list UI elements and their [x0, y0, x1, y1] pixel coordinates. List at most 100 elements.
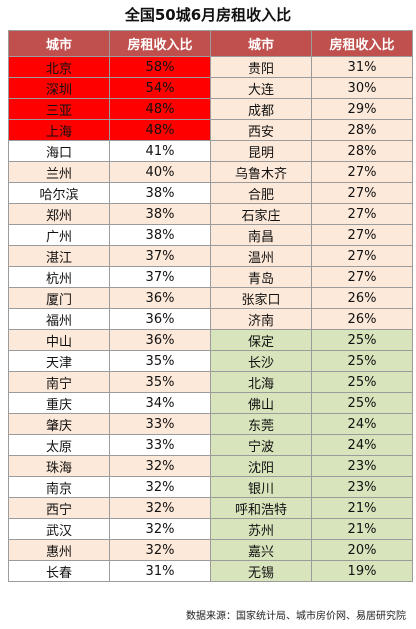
- ratio-cell: 48%: [109, 98, 211, 120]
- city-cell: 张家口: [210, 287, 312, 309]
- ratio-cell: 41%: [109, 140, 211, 162]
- header-ratio-left: 房租收入比: [109, 30, 211, 57]
- city-cell: 广州: [8, 224, 110, 246]
- table-row: 深圳 54% 大连 30%: [8, 77, 413, 99]
- city-cell: 无锡: [210, 560, 312, 582]
- city-cell: 大连: [210, 77, 312, 99]
- ratio-cell: 24%: [311, 413, 413, 435]
- table-body: 北京 58% 贵阳 31% 深圳 54% 大连 30% 三亚 48% 成都 29% 上海 48% 西安 28%…: [8, 56, 413, 582]
- city-cell: 贵阳: [210, 56, 312, 78]
- ratio-cell: 32%: [109, 497, 211, 519]
- ratio-cell: 24%: [311, 434, 413, 456]
- table-row: 西宁 32% 呼和浩特 21%: [8, 497, 413, 519]
- city-cell: 福州: [8, 308, 110, 330]
- table-row: 厦门 36% 张家口 26%: [8, 287, 413, 309]
- table-row: 广州 38% 南昌 27%: [8, 224, 413, 246]
- city-cell: 沈阳: [210, 455, 312, 477]
- table-row: 南京 32% 银川 23%: [8, 476, 413, 498]
- source-note: 数据来源：国家统计局、城市房价网、易居研究院: [186, 611, 406, 622]
- city-cell: 厦门: [8, 287, 110, 309]
- city-cell: 上海: [8, 119, 110, 141]
- city-cell: 石家庄: [210, 203, 312, 225]
- header-row: 城市 房租收入比 城市 房租收入比: [8, 30, 413, 57]
- ratio-cell: 19%: [311, 560, 413, 582]
- table-row: 海口 41% 昆明 28%: [8, 140, 413, 162]
- ratio-cell: 40%: [109, 161, 211, 183]
- ratio-cell: 27%: [311, 245, 413, 267]
- ratio-cell: 25%: [311, 329, 413, 351]
- city-cell: 北京: [8, 56, 110, 78]
- city-cell: 苏州: [210, 518, 312, 540]
- city-cell: 东莞: [210, 413, 312, 435]
- city-cell: 武汉: [8, 518, 110, 540]
- table-row: 哈尔滨 38% 合肥 27%: [8, 182, 413, 204]
- city-cell: 哈尔滨: [8, 182, 110, 204]
- table-row: 天津 35% 长沙 25%: [8, 350, 413, 372]
- table-row: 湛江 37% 温州 27%: [8, 245, 413, 267]
- city-cell: 保定: [210, 329, 312, 351]
- ratio-cell: 32%: [109, 476, 211, 498]
- city-cell: 海口: [8, 140, 110, 162]
- ratio-cell: 36%: [109, 287, 211, 309]
- table-row: 珠海 32% 沈阳 23%: [8, 455, 413, 477]
- header-ratio-right: 房租收入比: [311, 30, 413, 57]
- ratio-cell: 38%: [109, 203, 211, 225]
- table-row: 福州 36% 济南 26%: [8, 308, 413, 330]
- table-title: 全国50城6月房租收入比: [124, 6, 292, 24]
- ratio-cell: 27%: [311, 182, 413, 204]
- city-cell: 青岛: [210, 266, 312, 288]
- ratio-cell: 27%: [311, 266, 413, 288]
- table-row: 上海 48% 西安 28%: [8, 119, 413, 141]
- ratio-cell: 30%: [311, 77, 413, 99]
- city-cell: 乌鲁木齐: [210, 161, 312, 183]
- ratio-cell: 25%: [311, 392, 413, 414]
- ratio-cell: 25%: [311, 371, 413, 393]
- ratio-cell: 38%: [109, 182, 211, 204]
- city-cell: 南宁: [8, 371, 110, 393]
- city-cell: 惠州: [8, 539, 110, 561]
- ratio-cell: 26%: [311, 287, 413, 309]
- city-cell: 佛山: [210, 392, 312, 414]
- ratio-cell: 36%: [109, 329, 211, 351]
- city-cell: 三亚: [8, 98, 110, 120]
- ratio-cell: 32%: [109, 518, 211, 540]
- ratio-cell: 21%: [311, 518, 413, 540]
- ratio-cell: 32%: [109, 455, 211, 477]
- city-cell: 银川: [210, 476, 312, 498]
- city-cell: 长沙: [210, 350, 312, 372]
- city-cell: 珠海: [8, 455, 110, 477]
- table-row: 三亚 48% 成都 29%: [8, 98, 413, 120]
- ratio-cell: 25%: [311, 350, 413, 372]
- ratio-cell: 33%: [109, 413, 211, 435]
- ratio-cell: 31%: [109, 560, 211, 582]
- ratio-cell: 34%: [109, 392, 211, 414]
- header-city-left: 城市: [8, 30, 110, 57]
- table-row: 杭州 37% 青岛 27%: [8, 266, 413, 288]
- city-cell: 北海: [210, 371, 312, 393]
- ratio-cell: 27%: [311, 224, 413, 246]
- table-row: 兰州 40% 乌鲁木齐 27%: [8, 161, 413, 183]
- ratio-cell: 58%: [109, 56, 211, 78]
- table-row: 南宁 35% 北海 25%: [8, 371, 413, 393]
- table-row: 肇庆 33% 东莞 24%: [8, 413, 413, 435]
- city-cell: 济南: [210, 308, 312, 330]
- table-row: 郑州 38% 石家庄 27%: [8, 203, 413, 225]
- city-cell: 天津: [8, 350, 110, 372]
- city-cell: 温州: [210, 245, 312, 267]
- ratio-cell: 23%: [311, 455, 413, 477]
- city-cell: 西安: [210, 119, 312, 141]
- ratio-cell: 38%: [109, 224, 211, 246]
- city-cell: 杭州: [8, 266, 110, 288]
- city-cell: 宁波: [210, 434, 312, 456]
- ratio-cell: 29%: [311, 98, 413, 120]
- city-cell: 西宁: [8, 497, 110, 519]
- city-cell: 长春: [8, 560, 110, 582]
- ratio-cell: 35%: [109, 371, 211, 393]
- table-row: 长春 31% 无锡 19%: [8, 560, 413, 582]
- rent-income-table: 城市 房租收入比 城市 房租收入比 北京 58% 贵阳 31% 深圳 54% 大连 30% 三亚…: [8, 30, 413, 582]
- city-cell: 呼和浩特: [210, 497, 312, 519]
- table-row: 重庆 34% 佛山 25%: [8, 392, 413, 414]
- city-cell: 嘉兴: [210, 539, 312, 561]
- city-cell: 兰州: [8, 161, 110, 183]
- city-cell: 南昌: [210, 224, 312, 246]
